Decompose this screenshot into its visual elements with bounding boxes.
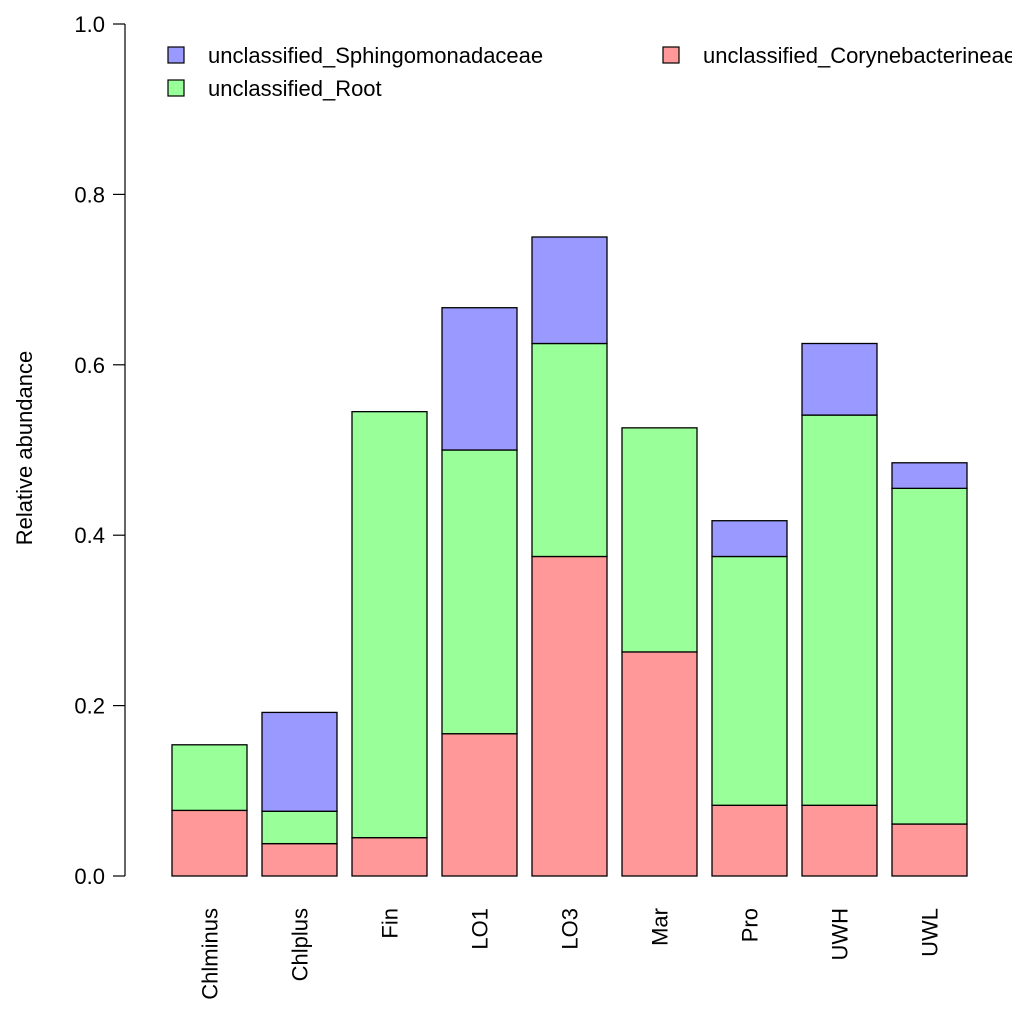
bar-group-lo3 (531, 236, 608, 877)
bar-segment-unclassified-corynebacterineae (261, 842, 338, 877)
legend-item: unclassified_Sphingomonadaceae (167, 43, 543, 68)
x-tick-label: Mar (648, 908, 673, 946)
y-tick-label: 0.8 (74, 182, 105, 207)
y-tick-label: 0.6 (74, 353, 105, 378)
bar-segment-unclassified-corynebacterineae (621, 651, 698, 877)
bar-group-uwh (801, 342, 878, 877)
bar-group-chlplus (261, 711, 338, 877)
bar-segment-unclassified-sphingomonadaceae (261, 711, 338, 812)
x-tick-label: Fin (378, 908, 403, 939)
y-axis: 0.0 0.2 0.4 0.6 0.8 1.0 (74, 12, 126, 889)
bars (171, 236, 968, 877)
bar-group-pro (711, 520, 788, 877)
bar-group-fin (351, 411, 428, 877)
bar-segment-unclassified-sphingomonadaceae (801, 342, 878, 416)
bar-segment-unclassified-sphingomonadaceae (441, 307, 518, 451)
bar-segment-unclassified-sphingomonadaceae (891, 462, 968, 489)
legend-item: unclassified_Corynebacterineae (662, 43, 1012, 68)
x-tick-label: LO3 (558, 908, 583, 950)
x-tick-label: UWL (918, 908, 943, 957)
bar-segment-unclassified-corynebacterineae (891, 823, 968, 877)
bar-segment-unclassified-corynebacterineae (711, 804, 788, 877)
bar-segment-unclassified-root (171, 744, 248, 812)
bar-segment-unclassified-root (621, 427, 698, 653)
y-tick-label: 0.2 (74, 694, 105, 719)
bar-segment-unclassified-root (441, 449, 518, 735)
bar-segment-unclassified-corynebacterineae (441, 733, 518, 877)
legend-label: unclassified_Sphingomonadaceae (208, 43, 543, 68)
legend-swatch (662, 46, 680, 64)
bar-group-chlminus (171, 744, 248, 877)
bar-segment-unclassified-sphingomonadaceae (531, 236, 608, 345)
bar-segment-unclassified-corynebacterineae (801, 804, 878, 877)
bar-segment-unclassified-corynebacterineae (531, 555, 608, 877)
x-tick-label: LO1 (468, 908, 493, 950)
bar-group-lo1 (441, 307, 518, 877)
bar-segment-unclassified-root (531, 342, 608, 558)
legend: unclassified_Sphingomonadaceae unclassifi… (167, 43, 1012, 101)
bar-group-uwl (891, 462, 968, 877)
x-tick-label: Pro (738, 908, 763, 942)
legend-label: unclassified_Corynebacterineae (703, 43, 1012, 68)
bar-segment-unclassified-root (801, 414, 878, 806)
y-axis-title: Relative abundance (12, 351, 37, 545)
legend-item: unclassified_Root (167, 76, 382, 101)
bar-segment-unclassified-root (711, 555, 788, 806)
bar-group-mar (621, 427, 698, 877)
y-tick-label: 0.4 (74, 523, 105, 548)
bar-segment-unclassified-sphingomonadaceae (711, 520, 788, 558)
x-tick-label: UWH (828, 908, 853, 961)
x-tick-label: Chlminus (198, 908, 223, 1000)
x-tick-label: Chlplus (288, 908, 313, 981)
legend-label: unclassified_Root (208, 76, 382, 101)
bar-segment-unclassified-corynebacterineae (171, 809, 248, 877)
bar-segment-unclassified-root (351, 411, 428, 839)
legend-swatch (167, 79, 185, 97)
x-tick-labels: Chlminus Chlplus Fin LO1 LO3 Mar Pro UWH UWL (198, 908, 943, 1000)
bar-segment-unclassified-root (891, 487, 968, 825)
bar-segment-unclassified-corynebacterineae (351, 837, 428, 877)
legend-swatch (167, 46, 185, 64)
y-tick-label: 1.0 (74, 12, 105, 37)
bar-segment-unclassified-root (261, 810, 338, 845)
y-tick-label: 0.0 (74, 864, 105, 889)
